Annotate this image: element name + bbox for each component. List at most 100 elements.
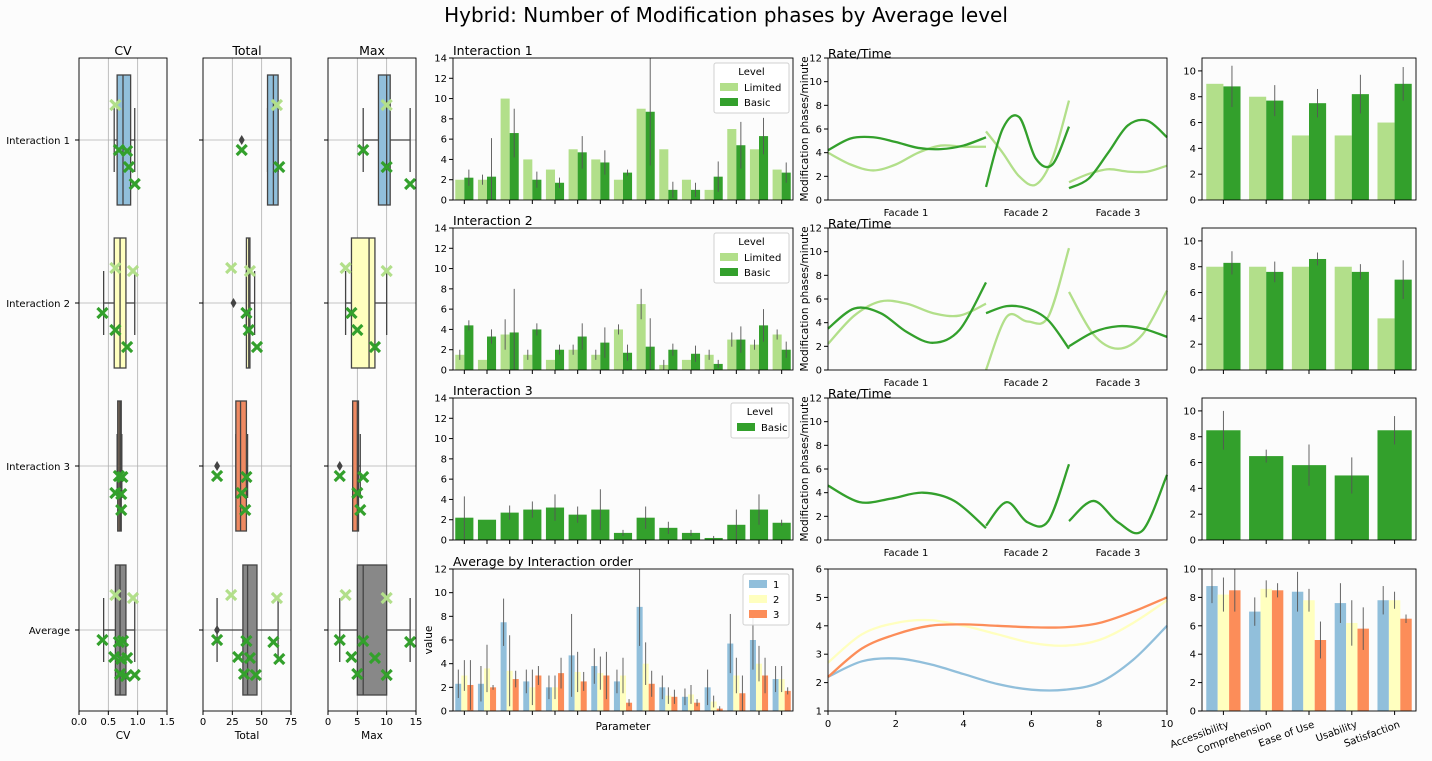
bar [772, 169, 782, 200]
box-panel-title: Total [231, 43, 261, 58]
score-bar [1309, 103, 1327, 200]
bar-tick-label: 0 [441, 196, 447, 207]
bar-panel-title: Average by Interaction order [453, 554, 634, 569]
bar [749, 149, 759, 200]
rate-line [985, 304, 1070, 350]
bar [636, 606, 643, 711]
box-row-label: Interaction 1 [6, 136, 70, 147]
legend-label: Basic [761, 423, 787, 434]
legend-title: Level [747, 407, 773, 418]
limited-marker [339, 588, 352, 602]
score-tick-label: 8 [1190, 432, 1196, 443]
basic-marker [333, 633, 346, 647]
curve-x-tick-label: 6 [1028, 719, 1034, 730]
curve-tick-label: 4 [816, 621, 822, 632]
bar [600, 162, 610, 200]
bar-tick-label: 4 [441, 659, 447, 670]
bar [464, 325, 474, 370]
rate-line [827, 135, 987, 152]
bar-tick-label: 6 [441, 305, 447, 316]
bar-tick-label: 6 [441, 135, 447, 146]
bar [749, 640, 756, 711]
score-tick-label: 2 [1190, 510, 1196, 521]
bar-panel-frame [452, 397, 794, 541]
bar [759, 325, 769, 370]
bar [736, 145, 746, 200]
basic-marker [96, 633, 109, 647]
bar [500, 98, 510, 200]
rate-tick-label: 4 [816, 318, 822, 329]
curve-line [827, 624, 1168, 692]
box-iqr [356, 564, 388, 696]
bar [555, 182, 565, 200]
rate-tick-label: 12 [809, 224, 822, 235]
bar [477, 519, 497, 540]
basic-marker [119, 669, 133, 683]
basic-marker [115, 487, 128, 501]
bar-tick-label: 8 [441, 114, 447, 125]
basic-marker [232, 650, 245, 664]
curve-x-tick-label: 2 [893, 719, 899, 730]
box-panel-frame [202, 57, 292, 712]
score-bar [1346, 622, 1358, 711]
bar-panel-title: Interaction 2 [453, 213, 533, 228]
bar-tick-label: 12 [434, 244, 447, 255]
box-flier [214, 625, 221, 635]
bar [545, 359, 555, 370]
score-tick-label: 2 [1190, 678, 1196, 689]
score-bar [1249, 611, 1261, 711]
bar [681, 359, 691, 370]
score-bar [1206, 586, 1218, 711]
bar [636, 517, 655, 540]
score-tick-label: 0 [1190, 366, 1196, 377]
score-bar [1377, 122, 1395, 200]
bar [568, 149, 578, 200]
box-tick-label: 5 [354, 717, 360, 728]
curve-panel-frame [827, 568, 1168, 712]
bar-tick-label: 10 [434, 94, 447, 105]
score-bar [1334, 266, 1352, 370]
box-panel-xlabel: Total [234, 730, 260, 742]
score-tick-label: 6 [1190, 458, 1196, 469]
legend-label: 3 [773, 610, 779, 621]
score-panels: 0246810024681002468100246810Accessibilit… [1169, 57, 1417, 757]
basic-marker [354, 503, 367, 517]
curve-tick-label: 3 [816, 650, 822, 661]
bar [681, 179, 691, 200]
basic-marker [345, 650, 358, 664]
basic-marker [115, 652, 128, 666]
basic-marker [210, 633, 224, 647]
rate-panel-frame [827, 57, 1168, 201]
bar [500, 622, 507, 711]
score-bar [1249, 266, 1267, 370]
basic-marker [345, 306, 358, 320]
bar [727, 129, 737, 200]
score-panel-frame [1201, 227, 1417, 371]
rate-line [1068, 290, 1169, 350]
bar [648, 683, 655, 711]
bar [455, 354, 465, 370]
bar [477, 359, 487, 370]
box-panel-title: Max [359, 43, 385, 58]
bar [659, 149, 669, 200]
score-tick-label: 6 [1190, 118, 1196, 129]
score-bar [1377, 430, 1412, 540]
basic-marker [240, 306, 253, 320]
score-tick-label: 0 [1190, 536, 1196, 547]
bar [577, 152, 587, 200]
score-bar [1291, 266, 1309, 370]
legend-swatch [720, 83, 738, 91]
limited-marker [243, 264, 257, 278]
score-bar [1394, 83, 1412, 200]
score-bar [1334, 603, 1347, 711]
bar [597, 673, 604, 711]
box-tick-label: 0.5 [100, 717, 116, 728]
limited-marker [126, 591, 140, 605]
bar-tick-label: 2 [441, 345, 447, 356]
bar-panel-frame [452, 227, 794, 371]
bar [523, 681, 530, 711]
score-tick-label: 10 [1183, 236, 1196, 247]
basic-marker [122, 160, 135, 174]
bar [461, 675, 468, 711]
score-bar [1334, 135, 1352, 200]
